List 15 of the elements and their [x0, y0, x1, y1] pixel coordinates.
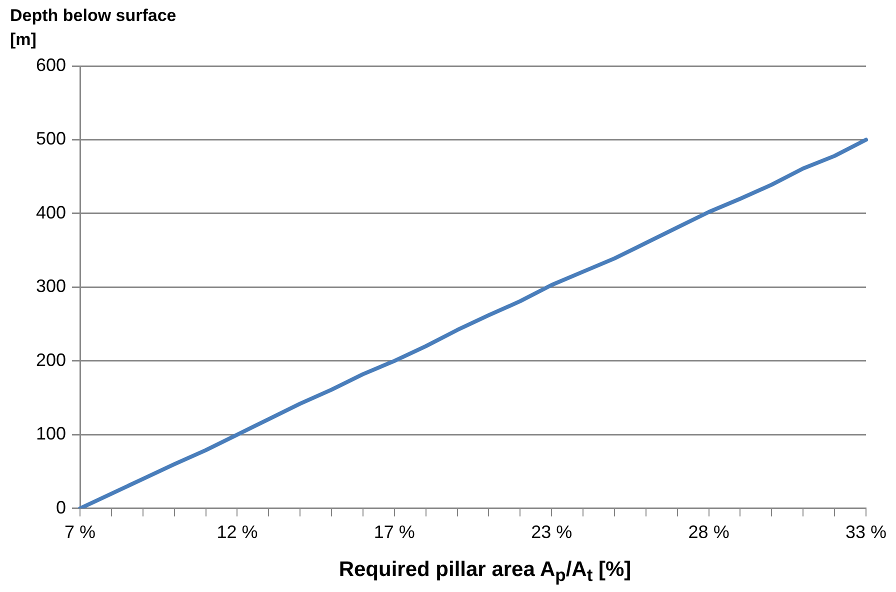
- y-axis-title: Depth below surface [m]: [10, 5, 178, 51]
- x-axis-title: Required pillar area A$_{p}$/A$_{t}$ [%]: [338, 558, 632, 586]
- x-tick-label: 33 %: [845, 522, 887, 542]
- y-tick-label: 0: [56, 497, 66, 518]
- y-tick-label: 500: [36, 128, 66, 149]
- y-tick-label: 200: [36, 350, 66, 370]
- x-tick-label: 28 %: [688, 522, 730, 542]
- y-tick-label: 300: [36, 276, 66, 296]
- x-tick-label: 7 %: [64, 522, 96, 542]
- x-tick-label: 17 %: [374, 522, 415, 542]
- y-tick-label: 600: [36, 54, 66, 75]
- y-tick-label: 400: [36, 202, 66, 222]
- y-tick-label: 100: [36, 424, 66, 444]
- x-tick-label: 23 %: [531, 522, 572, 542]
- x-tick-label: 12 %: [216, 522, 258, 542]
